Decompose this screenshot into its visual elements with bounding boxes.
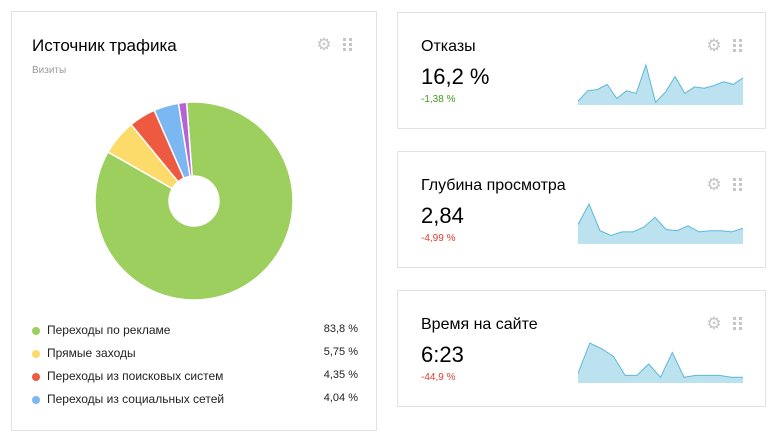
pie-slice[interactable] — [177, 101, 193, 178]
widget-subtitle: Визиты — [32, 65, 67, 76]
legend-value: 83,8 % — [323, 323, 358, 335]
sparkline-line — [578, 202, 743, 237]
traffic-pie-chart — [94, 101, 294, 301]
legend-value: 4,04 % — [323, 392, 358, 404]
gear-icon[interactable]: ⚙ — [316, 35, 332, 54]
widget-title: Источник трафика — [32, 36, 177, 55]
metric-value: 6:23 — [421, 342, 464, 367]
metric-delta: -1,38 % — [421, 94, 456, 105]
legend-item[interactable]: Прямые заходы 5,75 % — [32, 346, 358, 369]
gear-icon[interactable]: ⚙ — [706, 36, 722, 55]
sparkline-area — [578, 343, 743, 383]
metric-widget-depth: Глубина просмотра ⚙ 2,84 -4,99 % — [397, 151, 766, 268]
legend-item[interactable]: Переходы по рекламе 83,8 % — [32, 323, 358, 346]
metric-delta: -44,9 % — [421, 372, 456, 383]
metric-sparkline — [578, 202, 743, 244]
metric-widget-bounce: Отказы ⚙ 16,2 % -1,38 % — [397, 12, 766, 129]
legend-item[interactable]: Переходы из социальных сетей 4,04 % — [32, 392, 358, 415]
legend-color-dot — [32, 350, 40, 358]
legend-label: Переходы из поисковых систем — [47, 369, 224, 383]
metric-sparkline — [578, 63, 743, 105]
legend-value: 5,75 % — [323, 346, 358, 358]
legend-color-dot — [32, 396, 40, 404]
drag-handle-icon[interactable] — [733, 39, 743, 53]
metric-value: 2,84 — [421, 203, 464, 228]
legend-color-dot — [32, 373, 40, 381]
legend-color-dot — [32, 327, 40, 335]
gear-icon[interactable]: ⚙ — [706, 175, 722, 194]
legend-item[interactable]: Переходы из поисковых систем 4,35 % — [32, 369, 358, 392]
legend-label: Переходы из социальных сетей — [47, 392, 225, 406]
gear-icon[interactable]: ⚙ — [706, 314, 722, 333]
pie-legend: Переходы по рекламе 83,8 % Прямые заходы 5,… — [32, 323, 358, 415]
drag-handle-icon[interactable] — [733, 317, 743, 331]
drag-handle-icon[interactable] — [343, 38, 353, 52]
drag-handle-icon[interactable] — [733, 178, 743, 192]
legend-label: Прямые заходы — [47, 346, 136, 360]
metric-sparkline — [578, 342, 743, 383]
metric-title: Глубина просмотра — [421, 177, 566, 194]
legend-value: 4,35 % — [323, 369, 358, 381]
metric-title: Время на сайте — [421, 316, 538, 333]
legend-label: Переходы по рекламе — [47, 323, 171, 337]
sparkline-area — [578, 65, 743, 105]
traffic-source-widget: Источник трафика Визиты ⚙ Переходы по ре… — [11, 11, 377, 431]
sparkline-line — [578, 63, 743, 104]
metric-widget-time: Время на сайте ⚙ 6:23 -44,9 % — [397, 290, 766, 407]
sparkline-line — [578, 342, 743, 379]
metric-delta: -4,99 % — [421, 233, 456, 244]
pie-slice[interactable] — [94, 101, 294, 301]
metric-value: 16,2 % — [421, 64, 490, 89]
metric-title: Отказы — [421, 38, 476, 55]
